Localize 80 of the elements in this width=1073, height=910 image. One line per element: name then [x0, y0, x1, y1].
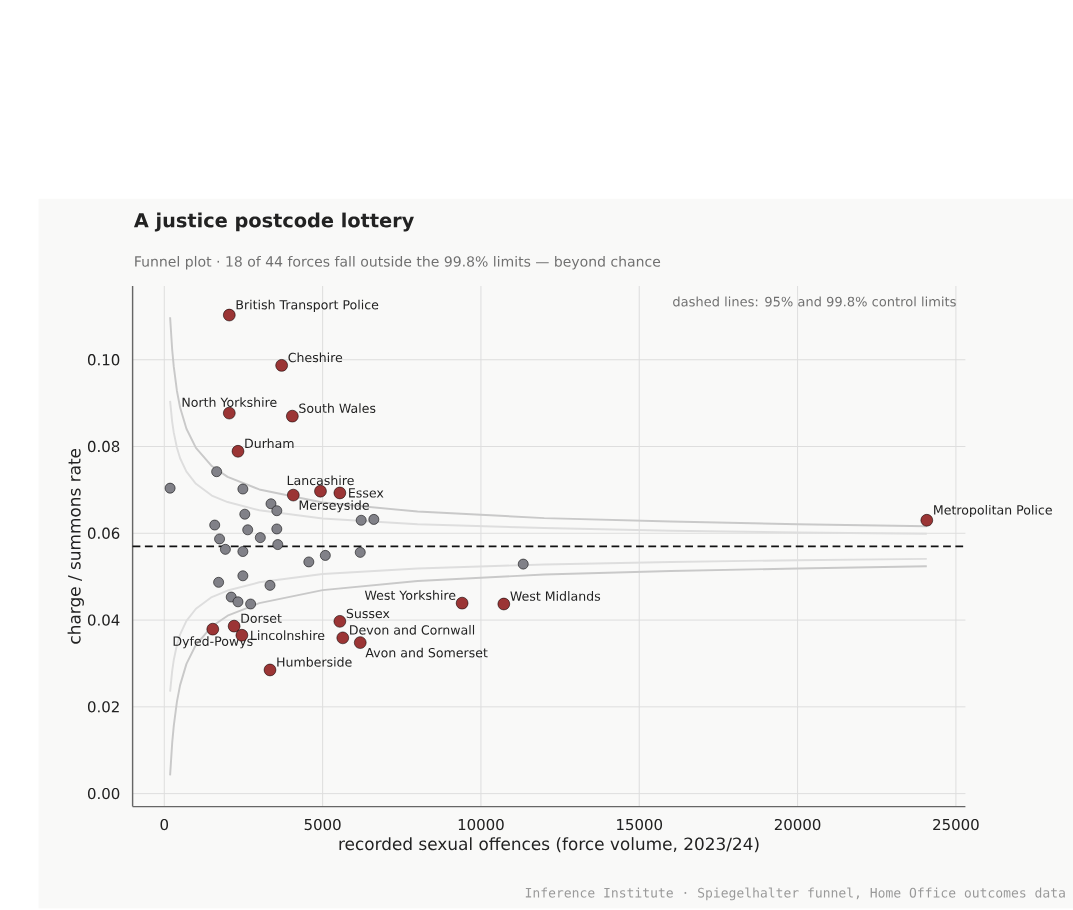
point — [368, 513, 380, 525]
annotation: Dorset — [241, 613, 282, 623]
point — [239, 508, 251, 520]
point — [209, 519, 221, 531]
point — [333, 614, 347, 628]
point — [320, 549, 331, 561]
annotation: Lincolnshire — [251, 630, 325, 640]
annotation: Cheshire — [288, 352, 343, 363]
point — [355, 514, 367, 526]
x-axis-title: recorded sexual offences (force volume, 2023/24) — [339, 836, 759, 853]
y-tick-label: 0.00 — [87, 787, 120, 800]
annotation: Metropolitan Police — [934, 504, 1052, 517]
point — [271, 505, 283, 516]
point — [231, 444, 245, 458]
annotation: Merseyside — [299, 500, 369, 513]
x-tick-label: 25000 — [933, 818, 979, 831]
point — [223, 308, 236, 322]
point — [213, 576, 224, 588]
y-tick-label: 0.04 — [87, 614, 120, 626]
point — [275, 359, 288, 372]
point — [517, 558, 529, 570]
y-tick-label: 0.06 — [87, 527, 120, 539]
point — [336, 631, 349, 644]
point — [272, 539, 284, 550]
point — [242, 524, 254, 535]
annotation: Lancashire — [287, 475, 354, 485]
line-series — [169, 557, 928, 693]
y-tick-label: 0.02 — [87, 700, 119, 713]
x-tick-label: 5000 — [304, 818, 341, 831]
point — [211, 466, 222, 477]
point — [237, 546, 249, 557]
point — [220, 543, 231, 555]
annotation: Sussex — [346, 608, 390, 619]
annotation: West Midlands — [510, 590, 601, 601]
annotation: dashed lines: 95% and 99.8% control limits — [673, 296, 956, 307]
point — [455, 596, 469, 610]
point — [287, 488, 300, 502]
point — [263, 663, 277, 676]
annotation: Durham — [245, 438, 294, 448]
annotation: British Transport Police — [236, 299, 379, 312]
annotation: West Yorkshire — [364, 590, 456, 600]
point — [245, 598, 256, 610]
y-tick-label: 0.10 — [87, 353, 120, 366]
annotation: South Wales — [299, 403, 376, 413]
x-tick-label: 0 — [160, 818, 169, 831]
point — [354, 636, 367, 649]
point — [214, 533, 225, 545]
point — [227, 619, 241, 633]
annotation: North Yorkshire — [182, 397, 277, 407]
point — [255, 532, 266, 543]
point — [164, 482, 176, 494]
x-tick-label: 20000 — [774, 818, 821, 831]
chart-subtitle: Funnel plot · 18 of 44 forces fall outside the 99.8% limits — beyond chance — [135, 255, 661, 270]
point — [271, 523, 283, 535]
annotation: Avon and Somerset — [365, 647, 488, 658]
point — [333, 486, 347, 499]
point — [232, 596, 244, 607]
point — [265, 498, 277, 509]
y-axis-title: charge / summons rate — [67, 448, 84, 644]
annotation: Devon and Cornwall — [350, 624, 475, 635]
point — [264, 579, 276, 591]
y-tick-label: 0.08 — [87, 440, 120, 452]
annotation: Essex — [349, 488, 384, 498]
line-series — [169, 565, 928, 777]
text: Inference Institute · Spiegelhalter funnel, Home Office outcomes data — [525, 887, 1065, 901]
point — [223, 406, 236, 420]
point — [920, 513, 934, 527]
point — [237, 483, 249, 495]
line-series — [169, 399, 928, 535]
point — [237, 570, 249, 581]
point — [497, 597, 511, 611]
chart-title: A justice postcode lottery — [133, 212, 414, 232]
annotation: Humberside — [277, 656, 352, 667]
point — [206, 622, 219, 636]
point — [286, 409, 299, 423]
x-tick-label: 10000 — [458, 818, 504, 831]
x-tick-label: 15000 — [617, 818, 663, 831]
point — [303, 556, 315, 568]
point — [354, 546, 366, 558]
annotation: Dyfed-Powys — [173, 636, 253, 649]
